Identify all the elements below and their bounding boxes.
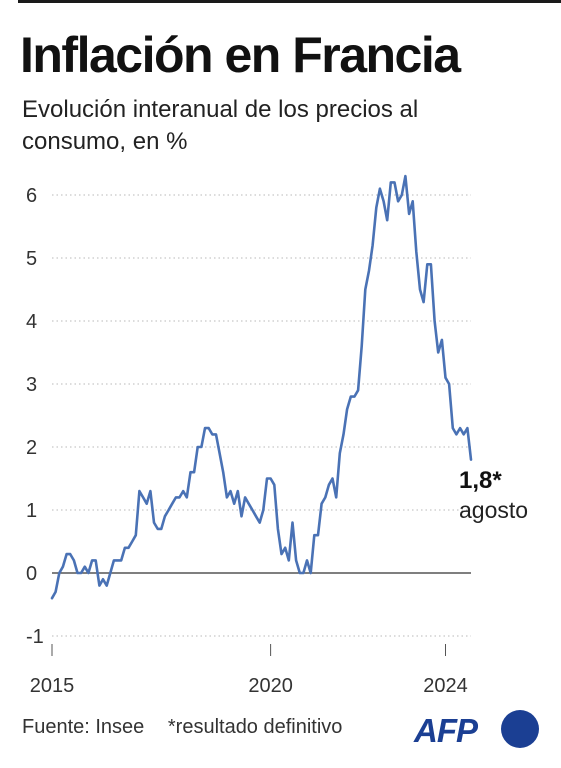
afp-logo-text: AFP (414, 712, 478, 749)
last-value-month-label: agosto (459, 497, 528, 523)
chart-title: Inflación en Francia (20, 27, 461, 83)
afp-logo-dot (501, 710, 539, 748)
footer: Fuente: Insee *resultado definitivo (22, 716, 342, 739)
top-rule (18, 0, 561, 3)
y-tick-label: -1 (26, 626, 44, 648)
x-tick-label: 2015 (30, 675, 75, 697)
y-tick-label: 6 (26, 185, 37, 207)
line-chart: -1 0 1 2 3 4 5 6 2015 2020 2024 1,8* agosto (26, 174, 528, 697)
inflation-series-line (50, 174, 473, 600)
chart-subtitle: Evolución interanual de los precios al c… (22, 96, 419, 155)
y-tick-label: 0 (26, 563, 37, 585)
y-tick-label: 3 (26, 374, 37, 396)
last-value-label: 1,8* (459, 467, 502, 494)
y-tick-label: 2 (26, 437, 37, 459)
y-tick-label: 5 (26, 248, 37, 270)
footnote-text: *resultado definitivo (167, 716, 343, 738)
source-text: Fuente: Insee (22, 716, 145, 738)
x-tick-label: 2020 (248, 675, 293, 697)
x-tick-label: 2024 (423, 675, 468, 697)
y-tick-label: 1 (26, 500, 37, 522)
afp-logo: AFP (414, 710, 544, 750)
y-tick-label: 4 (26, 311, 37, 333)
